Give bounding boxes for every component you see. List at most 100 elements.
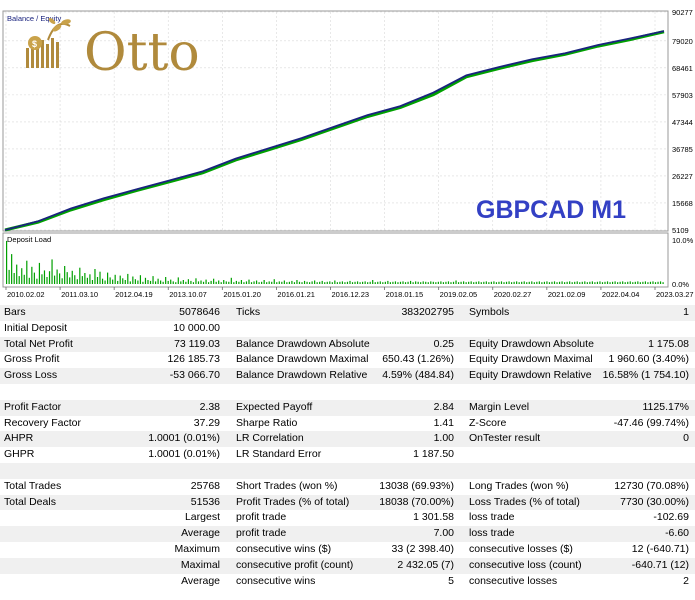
deposit-load-bar (624, 282, 626, 284)
chart-title: Balance / Equity (7, 14, 61, 23)
report-label: Z-Score (469, 416, 507, 429)
deposit-load-bar (326, 281, 328, 284)
report-row: Largest profit trade 1 301.58 loss trade -10… (0, 510, 695, 526)
deposit-load-bar (634, 281, 636, 284)
deposit-load-bar (81, 276, 83, 284)
deposit-load-plot (6, 240, 664, 284)
deposit-load-bar (187, 279, 189, 284)
deposit-load-bar (48, 271, 51, 284)
report-value: 0 (683, 432, 689, 445)
deposit-load-bar (334, 280, 336, 284)
deposit-load-bar (41, 274, 43, 284)
report-value: 383202795 (401, 306, 454, 318)
report-label: OnTester result (469, 432, 541, 445)
deposit-load-bar (202, 281, 205, 284)
deposit-load-bar (647, 282, 649, 284)
deposit-y-tick-label: 10.0% (672, 236, 694, 245)
x-tick-label: 2016.01.21 (277, 290, 315, 299)
balance-chart-grid (4, 11, 667, 231)
report-value: 0.25 (433, 337, 454, 350)
x-tick-label: 2016.12.23 (332, 290, 370, 299)
deposit-load-bar (412, 282, 414, 284)
deposit-load-bar (69, 277, 71, 284)
deposit-load-bar (394, 281, 397, 284)
deposit-load-bar (364, 281, 366, 284)
deposit-load-bar (437, 281, 439, 284)
leaf-coin-icon: $ (26, 18, 71, 68)
x-tick-label: 2020.02.27 (494, 290, 532, 299)
deposit-load-bar (495, 282, 498, 284)
deposit-load-bar (457, 282, 460, 284)
symbol-timeframe-label: GBPCAD M1 (476, 196, 626, 224)
deposit-load-bar (510, 282, 513, 284)
deposit-load-bar (452, 281, 455, 284)
deposit-load-bar (225, 281, 227, 284)
deposit-load-bar (220, 282, 222, 284)
deposit-load-bar (455, 280, 457, 284)
deposit-load-bar (430, 281, 432, 284)
deposit-load-bar (407, 281, 409, 284)
deposit-load-bar (53, 275, 56, 284)
x-tick-label: 2015.01.20 (223, 290, 261, 299)
deposit-load-y-axis: 10.0% 0.0% (672, 236, 694, 289)
y-tick-label: 15668 (672, 199, 693, 208)
deposit-load-bar (440, 281, 442, 284)
report-label: Gross Loss (4, 369, 58, 382)
x-tick-label: 2010.02.02 (7, 290, 45, 299)
deposit-load-bar (589, 281, 591, 284)
deposit-load-bar (235, 280, 237, 284)
deposit-load-bar (311, 281, 313, 284)
deposit-load-bar (21, 268, 23, 284)
deposit-load-bar (346, 281, 349, 284)
deposit-load-bar (435, 282, 437, 284)
deposit-load-bar (101, 278, 104, 284)
report-label: Gross Profit (4, 353, 60, 366)
report-label: profit trade (236, 511, 287, 524)
deposit-load-bar (109, 277, 111, 284)
deposit-load-bar (132, 276, 134, 284)
y-tick-label: 79020 (672, 37, 693, 46)
deposit-load-bar (177, 277, 179, 284)
deposit-load-bar (619, 281, 621, 284)
deposit-load-bar (409, 280, 412, 284)
report-value: 1.00 (433, 432, 454, 445)
deposit-load-bar (162, 281, 164, 284)
report-label: GHPR (4, 448, 35, 461)
deposit-load-bar (28, 277, 30, 284)
deposit-load-bar (629, 281, 631, 284)
report-label: Sharpe Ratio (236, 416, 298, 429)
deposit-load-bar (574, 281, 576, 284)
deposit-load-bar (627, 281, 629, 284)
deposit-load-bar (293, 282, 296, 284)
deposit-load-bar (505, 281, 508, 284)
deposit-load-bar (230, 277, 232, 284)
balance-y-axis: 90277 79020 68461 57903 47344 36785 26227 15668… (672, 8, 693, 235)
deposit-load-bar (417, 281, 419, 284)
report-label: LR Correlation (236, 432, 304, 445)
report-label: Margin Level (469, 400, 530, 413)
deposit-load-bar (127, 273, 129, 284)
deposit-load-bar (329, 281, 331, 284)
deposit-load-bar (31, 266, 33, 284)
report-label: Ticks (236, 306, 261, 318)
y-tick-label: 90277 (672, 8, 693, 17)
report-label: Total Net Profit (4, 337, 73, 350)
deposit-load-bar (609, 282, 611, 284)
deposit-load-bar (154, 281, 157, 284)
deposit-load-frame (2, 232, 669, 288)
x-tick-label: 2013.10.07 (169, 290, 207, 299)
report-label: loss trade (469, 511, 515, 524)
deposit-load-bar (652, 281, 654, 284)
report-label: consecutive wins (236, 574, 316, 587)
deposit-load-bar (306, 281, 308, 284)
deposit-load-bar (64, 266, 66, 284)
deposit-load-bar (536, 281, 538, 284)
deposit-load-bar (278, 281, 280, 284)
report-value: 13038 (69.93%) (379, 479, 454, 492)
deposit-load-bar (528, 281, 530, 284)
deposit-load-bar (223, 280, 225, 284)
deposit-load-bar (6, 240, 8, 284)
deposit-load-bar (175, 282, 177, 284)
report-label: Symbols (469, 306, 510, 318)
report-label: Maximum (174, 543, 220, 555)
